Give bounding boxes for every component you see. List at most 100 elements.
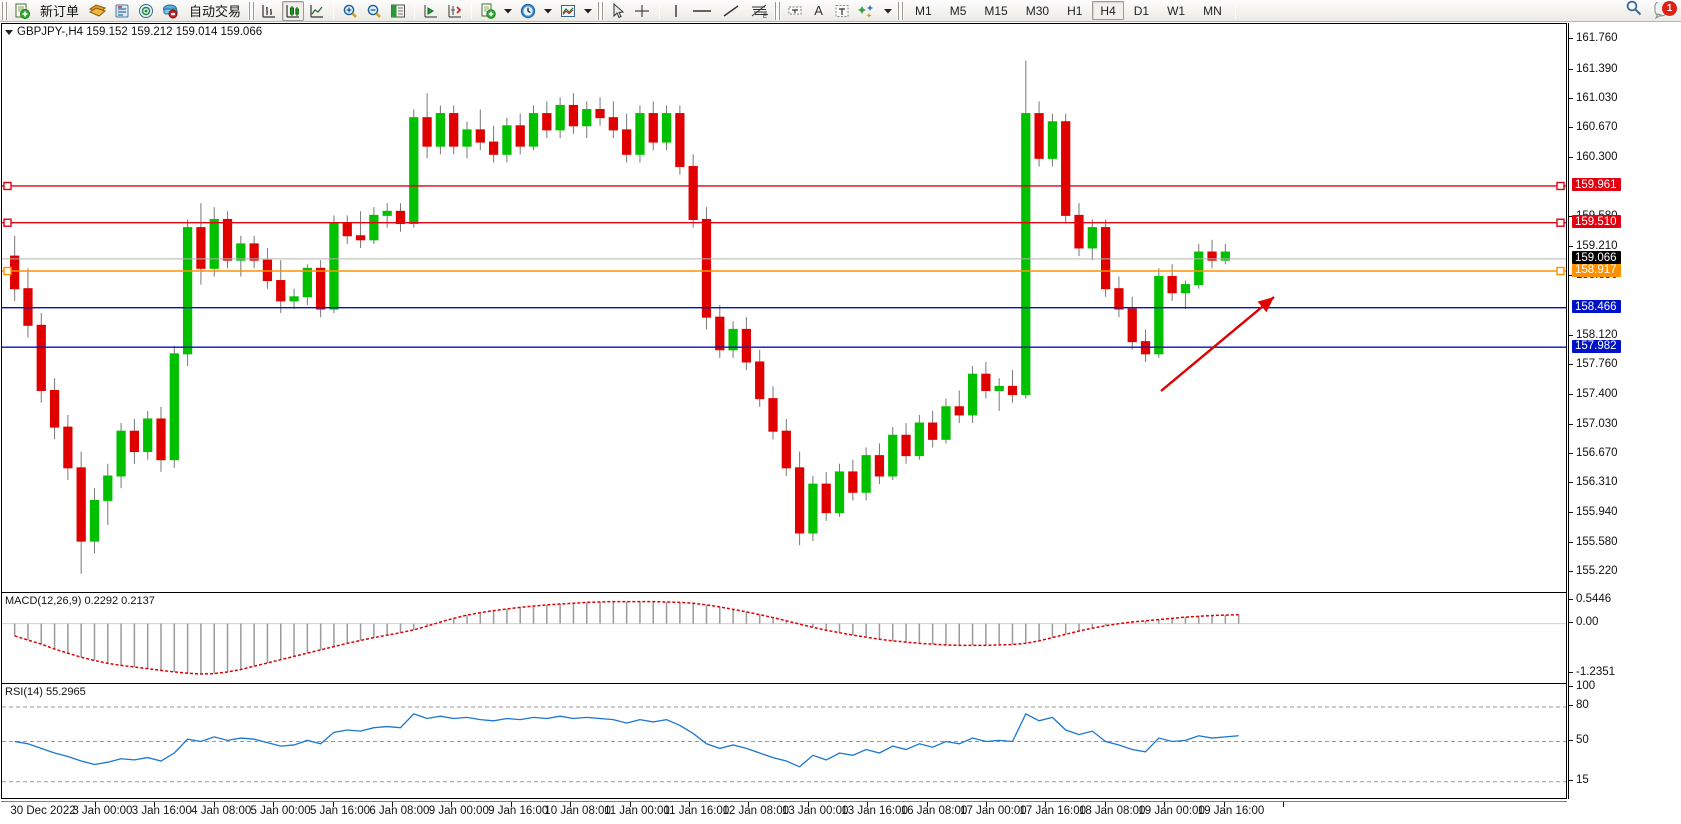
- price-tag-support-1[interactable]: 158.466: [1572, 300, 1621, 314]
- rsi-pane[interactable]: RSI(14) 55.2965: [2, 683, 1566, 798]
- rsi-label: RSI(14) 55.2965: [5, 686, 86, 698]
- vertical-line-icon[interactable]: [665, 1, 686, 21]
- templates-dropdown-icon[interactable]: [581, 1, 595, 21]
- price-pane[interactable]: [2, 24, 1566, 590]
- candlestick-chart-icon[interactable]: [282, 0, 305, 21]
- rsi-tick: 80: [1569, 699, 1681, 712]
- price-scale[interactable]: 161.760 161.390 161.030 160.670 160.300 159.5…: [1568, 23, 1680, 799]
- price-tag-pivot[interactable]: 158.917: [1572, 263, 1621, 277]
- time-tick-label: 9 Jan 00:00: [428, 805, 489, 817]
- zoom-in-icon[interactable]: [339, 1, 361, 21]
- chart-symbol-ohlc: GBPJPY-,H4 159.152 159.212 159.014 159.0…: [17, 26, 263, 38]
- templates-icon[interactable]: [557, 1, 579, 21]
- toolbar-grip-4[interactable]: [774, 1, 782, 20]
- rsi-plot: [2, 706, 1566, 783]
- time-tick-mark: [570, 802, 571, 807]
- cursor-icon[interactable]: [607, 1, 628, 21]
- price-tick: 157.030: [1569, 418, 1681, 431]
- price-tag-support-2[interactable]: 157.982: [1572, 339, 1621, 353]
- timeframe-w1[interactable]: W1: [1167, 3, 1186, 18]
- time-tick-label: 13 Jan 00:00: [781, 805, 849, 817]
- indicators-dropdown-icon[interactable]: [501, 1, 515, 21]
- new-order-icon[interactable]: [11, 1, 33, 21]
- time-tick-label: 5 Jan 16:00: [309, 805, 371, 817]
- toolbar-separator-5: [1234, 2, 1236, 19]
- macd-tick: 0.5446: [1569, 593, 1681, 606]
- time-tick-label: 17 Jan 16:00: [1019, 805, 1087, 817]
- time-tick-mark: [214, 802, 215, 807]
- timeframe-h1[interactable]: H1: [1067, 3, 1083, 18]
- auto-trading-button[interactable]: 自动交易: [189, 4, 242, 19]
- price-tick: 160.300: [1569, 151, 1681, 164]
- time-tick-label: 30 Dec 2022: [10, 805, 76, 817]
- macd-plot: [2, 600, 1566, 675]
- time-tick-label: 3 Jan 00:00: [72, 805, 133, 817]
- trendline-icon[interactable]: [718, 1, 744, 21]
- price-tick: 156.310: [1569, 476, 1681, 489]
- market-watch-icon[interactable]: [111, 1, 133, 21]
- alerts-bell-icon[interactable]: 1: [1653, 0, 1681, 21]
- fibonacci-icon[interactable]: E: [746, 1, 772, 21]
- price-tick: 161.760: [1569, 32, 1681, 45]
- price-tick: 158.120: [1569, 329, 1681, 342]
- toolbar-grip-2[interactable]: [248, 1, 256, 20]
- search-icon[interactable]: [1625, 0, 1643, 22]
- price-tick: 155.580: [1569, 536, 1681, 549]
- timeframe-mn[interactable]: MN: [1203, 3, 1222, 18]
- annotations-layer[interactable]: [2, 24, 1566, 590]
- macd-tick: -1.2351: [1569, 666, 1681, 679]
- time-tick-mark: [451, 802, 452, 807]
- timeframe-m30[interactable]: M30: [1025, 3, 1050, 18]
- price-tag-resistance-1[interactable]: 159.510: [1572, 215, 1621, 229]
- data-window-icon[interactable]: [135, 1, 157, 21]
- line-chart-icon[interactable]: [306, 1, 328, 21]
- terminal-icon[interactable]: [387, 1, 409, 21]
- shapes-icon[interactable]: [855, 1, 879, 21]
- time-tick-mark: [1105, 802, 1106, 807]
- time-tick-label: 11 Jan 16:00: [663, 805, 730, 817]
- price-levels-layer[interactable]: [2, 24, 1566, 590]
- timeframe-m5[interactable]: M5: [949, 3, 967, 18]
- time-tick-mark: [1283, 802, 1284, 807]
- bar-chart-icon[interactable]: [258, 1, 280, 21]
- toolbar-separator-4: [659, 2, 661, 19]
- toolbar-grip-5[interactable]: [897, 1, 905, 20]
- price-candles-layer: [10, 60, 1230, 574]
- macd-pane[interactable]: MACD(12,26,9) 0.2292 0.2137: [2, 592, 1566, 682]
- price-tag-resistance-2[interactable]: 159.961: [1572, 178, 1621, 192]
- period-dropdown-icon[interactable]: [541, 1, 555, 21]
- timeframe-m15[interactable]: M15: [984, 3, 1008, 18]
- chart-area: GBPJPY-,H4 159.152 159.212 159.014 159.0…: [0, 22, 1681, 824]
- crosshair-icon[interactable]: [630, 1, 654, 21]
- timeframe-h4[interactable]: H4: [1092, 1, 1124, 20]
- text-icon[interactable]: A: [814, 3, 823, 18]
- price-tag-current-price[interactable]: 159.066: [1572, 251, 1621, 265]
- time-tick-mark: [511, 802, 512, 807]
- time-tick-label: 19 Jan 00:00: [1138, 805, 1205, 817]
- time-scale[interactable]: 30 Dec 2022 3 Jan 00:00 3 Jan 16:00 4 Jan 0…: [1, 801, 1567, 823]
- time-tick-mark: [1164, 802, 1165, 807]
- chart-title-bar: GBPJPY-,H4 159.152 159.212 159.014 159.0…: [5, 26, 262, 38]
- toolbar-grip-3[interactable]: [597, 1, 605, 20]
- text-box-icon[interactable]: [831, 1, 853, 21]
- toolbar-grip[interactable]: [1, 1, 8, 20]
- timeframe-d1[interactable]: D1: [1133, 3, 1150, 18]
- time-tick-label: 19 Jan 16:00: [1197, 805, 1265, 817]
- price-tick: 160.670: [1569, 121, 1681, 134]
- chart-shift-icon[interactable]: [420, 1, 442, 21]
- auto-scroll-icon[interactable]: [444, 1, 466, 21]
- chart-canvas[interactable]: GBPJPY-,H4 159.152 159.212 159.014 159.0…: [1, 23, 1567, 799]
- new-order-button[interactable]: 新订单: [40, 4, 80, 19]
- shapes-dropdown-icon[interactable]: [881, 1, 895, 21]
- navigator-icon[interactable]: [159, 1, 182, 21]
- timeframe-m1[interactable]: M1: [915, 3, 932, 18]
- text-label-icon[interactable]: [784, 1, 806, 21]
- zoom-out-icon[interactable]: [363, 1, 385, 21]
- price-tick: 161.030: [1569, 92, 1681, 105]
- chart-collapse-icon[interactable]: [5, 29, 13, 35]
- period-icon[interactable]: [517, 1, 539, 21]
- indicators-icon[interactable]: [477, 1, 499, 21]
- time-tick-label: 17 Jan 00:00: [960, 805, 1027, 817]
- horizontal-line-icon[interactable]: [688, 1, 716, 21]
- profiles-icon[interactable]: [86, 1, 109, 21]
